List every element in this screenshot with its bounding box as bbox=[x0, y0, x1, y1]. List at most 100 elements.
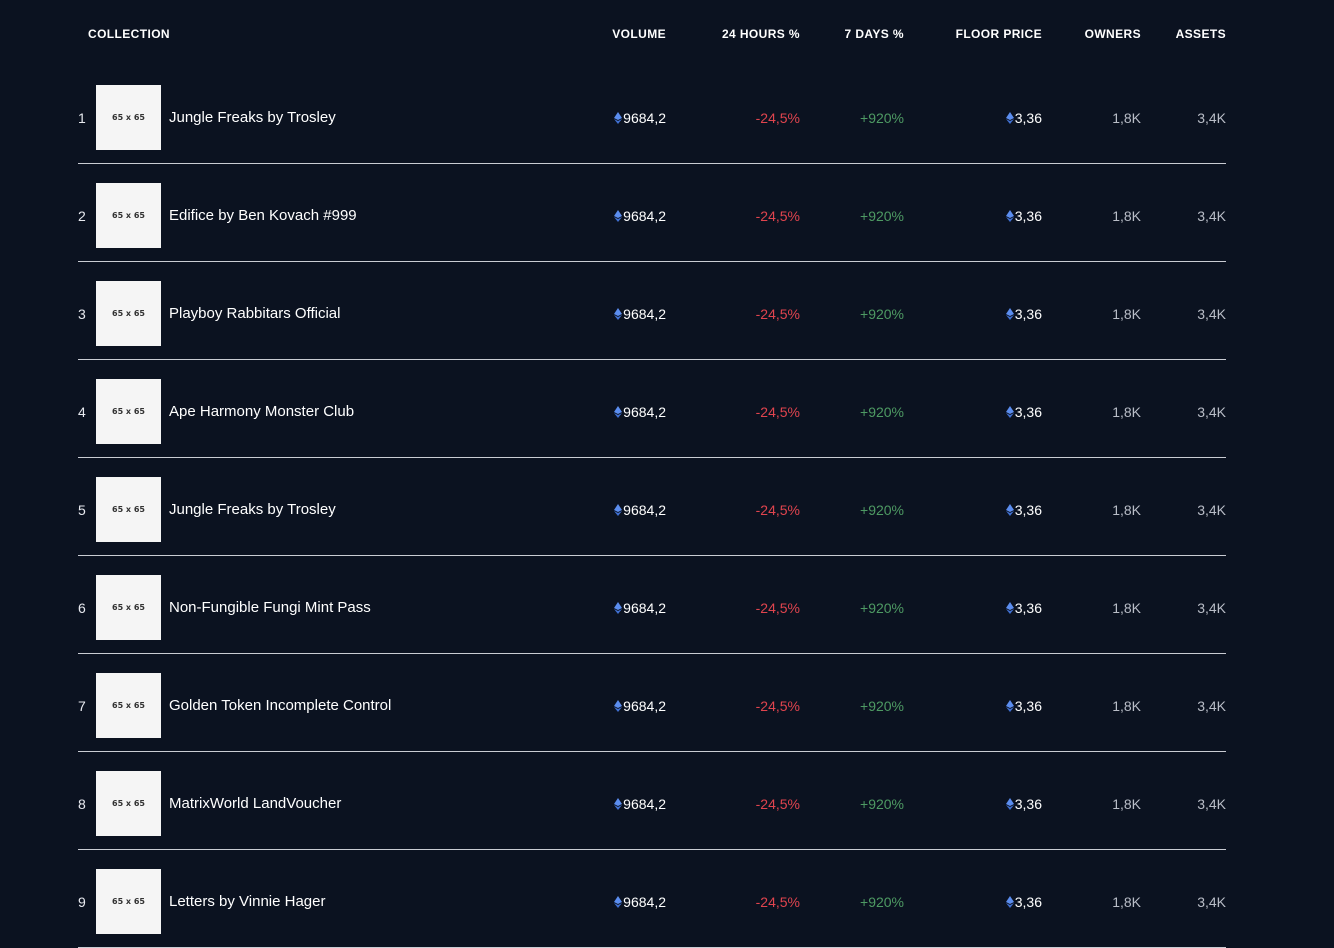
collection-name[interactable]: Golden Token Incomplete Control bbox=[169, 697, 392, 714]
volume-value: 9684,2 bbox=[623, 306, 666, 322]
row-rank: 3 bbox=[78, 306, 86, 322]
collection-name[interactable]: Playboy Rabbitars Official bbox=[169, 305, 341, 322]
volume-value: 9684,2 bbox=[623, 208, 666, 224]
volume-cell: 9684,2 bbox=[614, 208, 666, 224]
ethereum-icon bbox=[614, 896, 623, 908]
floor-price-value: 3,36 bbox=[1014, 600, 1042, 616]
floor-price-value: 3,36 bbox=[1014, 796, 1042, 812]
ethereum-icon bbox=[614, 504, 623, 516]
floor-price-value: 3,36 bbox=[1014, 894, 1042, 910]
change-24h-cell: -24,5% bbox=[755, 110, 800, 126]
volume-value: 9684,2 bbox=[623, 110, 666, 126]
ethereum-icon bbox=[614, 798, 623, 810]
collections-table: COLLECTION VOLUME 24 HOURS % 7 DAYS % FL… bbox=[78, 0, 1226, 948]
table-row[interactable]: 2 65 x 65 Edifice by Ben Kovach #999 968… bbox=[78, 164, 1226, 262]
row-rank: 6 bbox=[78, 600, 86, 616]
change-24h-cell: -24,5% bbox=[755, 698, 800, 714]
change-24h-cell: -24,5% bbox=[755, 208, 800, 224]
floor-price-cell: 3,36 bbox=[1005, 894, 1042, 910]
ethereum-icon bbox=[614, 112, 623, 124]
assets-cell: 3,4K bbox=[1197, 110, 1226, 126]
table-row[interactable]: 8 65 x 65 MatrixWorld LandVoucher 9684,2… bbox=[78, 752, 1226, 850]
volume-value: 9684,2 bbox=[623, 404, 666, 420]
row-rank: 2 bbox=[78, 208, 86, 224]
floor-price-value: 3,36 bbox=[1014, 404, 1042, 420]
header-volume[interactable]: VOLUME bbox=[612, 27, 666, 41]
volume-cell: 9684,2 bbox=[614, 600, 666, 616]
collection-name[interactable]: Edifice by Ben Kovach #999 bbox=[169, 207, 357, 224]
row-rank: 8 bbox=[78, 796, 86, 812]
row-rank: 5 bbox=[78, 502, 86, 518]
volume-cell: 9684,2 bbox=[614, 110, 666, 126]
collection-thumbnail[interactable]: 65 x 65 bbox=[96, 771, 161, 836]
collection-thumbnail[interactable]: 65 x 65 bbox=[96, 575, 161, 640]
table-row[interactable]: 9 65 x 65 Letters by Vinnie Hager 9684,2… bbox=[78, 850, 1226, 948]
row-rank: 1 bbox=[78, 110, 86, 126]
table-row[interactable]: 7 65 x 65 Golden Token Incomplete Contro… bbox=[78, 654, 1226, 752]
ethereum-icon bbox=[1005, 504, 1014, 516]
ethereum-icon bbox=[1005, 406, 1014, 418]
ethereum-icon bbox=[1005, 896, 1014, 908]
row-rank: 7 bbox=[78, 698, 86, 714]
collection-thumbnail[interactable]: 65 x 65 bbox=[96, 281, 161, 346]
change-7d-cell: +920% bbox=[860, 502, 904, 518]
table-row[interactable]: 1 65 x 65 Jungle Freaks by Trosley 9684,… bbox=[78, 66, 1226, 164]
collection-thumbnail[interactable]: 65 x 65 bbox=[96, 379, 161, 444]
floor-price-cell: 3,36 bbox=[1005, 502, 1042, 518]
row-rank: 9 bbox=[78, 894, 86, 910]
owners-cell: 1,8K bbox=[1112, 600, 1141, 616]
volume-cell: 9684,2 bbox=[614, 404, 666, 420]
floor-price-value: 3,36 bbox=[1014, 306, 1042, 322]
assets-cell: 3,4K bbox=[1197, 600, 1226, 616]
collection-name[interactable]: Non-Fungible Fungi Mint Pass bbox=[169, 599, 371, 616]
ethereum-icon bbox=[614, 602, 623, 614]
change-7d-cell: +920% bbox=[860, 894, 904, 910]
ethereum-icon bbox=[614, 210, 623, 222]
volume-value: 9684,2 bbox=[623, 698, 666, 714]
collection-name[interactable]: Ape Harmony Monster Club bbox=[169, 403, 355, 420]
collection-name[interactable]: MatrixWorld LandVoucher bbox=[169, 795, 342, 812]
change-7d-cell: +920% bbox=[860, 796, 904, 812]
assets-cell: 3,4K bbox=[1197, 698, 1226, 714]
collection-thumbnail[interactable]: 65 x 65 bbox=[96, 869, 161, 934]
owners-cell: 1,8K bbox=[1112, 404, 1141, 420]
assets-cell: 3,4K bbox=[1197, 208, 1226, 224]
volume-cell: 9684,2 bbox=[614, 796, 666, 812]
assets-cell: 3,4K bbox=[1197, 404, 1226, 420]
ethereum-icon bbox=[614, 700, 623, 712]
change-24h-cell: -24,5% bbox=[755, 502, 800, 518]
table-row[interactable]: 3 65 x 65 Playboy Rabbitars Official 968… bbox=[78, 262, 1226, 360]
table-row[interactable]: 6 65 x 65 Non-Fungible Fungi Mint Pass 9… bbox=[78, 556, 1226, 654]
header-collection[interactable]: COLLECTION bbox=[88, 27, 170, 41]
volume-value: 9684,2 bbox=[623, 600, 666, 616]
owners-cell: 1,8K bbox=[1112, 698, 1141, 714]
collection-thumbnail[interactable]: 65 x 65 bbox=[96, 673, 161, 738]
header-assets[interactable]: ASSETS bbox=[1175, 27, 1226, 41]
floor-price-cell: 3,36 bbox=[1005, 110, 1042, 126]
collection-thumbnail[interactable]: 65 x 65 bbox=[96, 477, 161, 542]
change-7d-cell: +920% bbox=[860, 208, 904, 224]
table-body: 1 65 x 65 Jungle Freaks by Trosley 9684,… bbox=[78, 66, 1226, 948]
change-24h-cell: -24,5% bbox=[755, 796, 800, 812]
table-row[interactable]: 5 65 x 65 Jungle Freaks by Trosley 9684,… bbox=[78, 458, 1226, 556]
ethereum-icon bbox=[1005, 798, 1014, 810]
collection-name[interactable]: Jungle Freaks by Trosley bbox=[169, 109, 336, 126]
header-floor-price[interactable]: FLOOR PRICE bbox=[955, 27, 1042, 41]
floor-price-cell: 3,36 bbox=[1005, 600, 1042, 616]
owners-cell: 1,8K bbox=[1112, 796, 1141, 812]
floor-price-cell: 3,36 bbox=[1005, 306, 1042, 322]
ethereum-icon bbox=[614, 406, 623, 418]
floor-price-value: 3,36 bbox=[1014, 208, 1042, 224]
table-row[interactable]: 4 65 x 65 Ape Harmony Monster Club 9684,… bbox=[78, 360, 1226, 458]
collection-thumbnail[interactable]: 65 x 65 bbox=[96, 85, 161, 150]
row-rank: 4 bbox=[78, 404, 86, 420]
collection-name[interactable]: Letters by Vinnie Hager bbox=[169, 893, 326, 910]
collection-thumbnail[interactable]: 65 x 65 bbox=[96, 183, 161, 248]
assets-cell: 3,4K bbox=[1197, 894, 1226, 910]
floor-price-value: 3,36 bbox=[1014, 698, 1042, 714]
header-7-days[interactable]: 7 DAYS % bbox=[844, 27, 904, 41]
header-24-hours[interactable]: 24 HOURS % bbox=[721, 27, 800, 41]
table-header: COLLECTION VOLUME 24 HOURS % 7 DAYS % FL… bbox=[78, 0, 1226, 66]
header-owners[interactable]: OWNERS bbox=[1084, 27, 1141, 41]
collection-name[interactable]: Jungle Freaks by Trosley bbox=[169, 501, 336, 518]
